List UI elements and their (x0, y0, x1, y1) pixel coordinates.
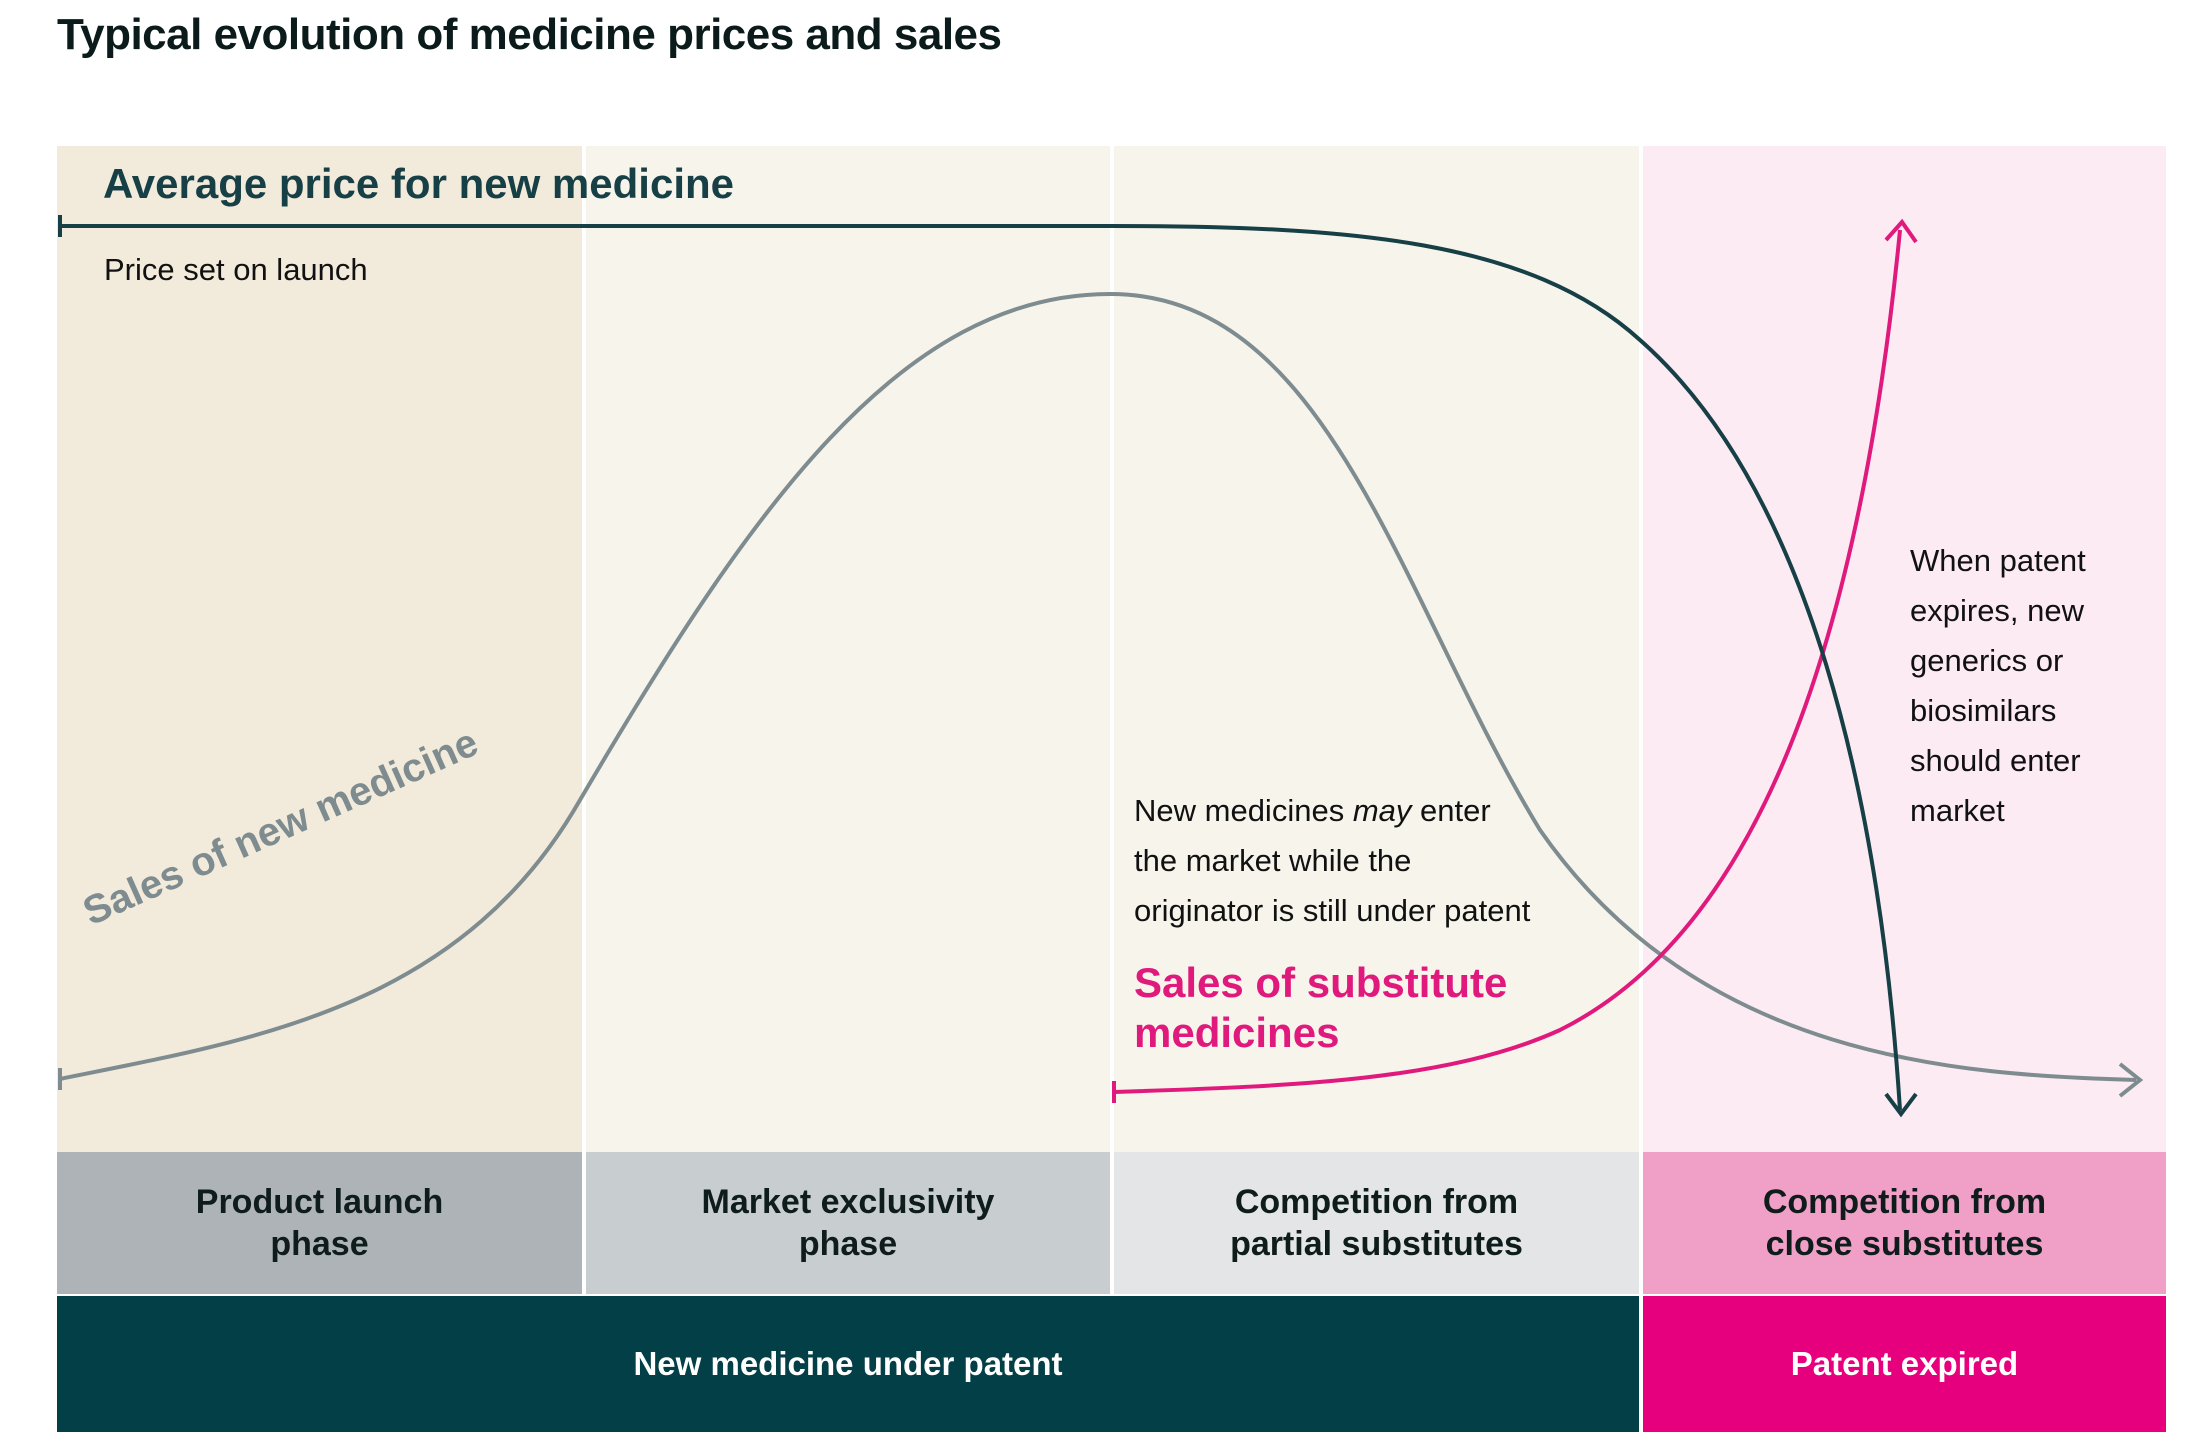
phase-label: Product launch phase (195, 1183, 444, 1263)
phase-market-exclusivity: Market exclusivity phase (586, 1152, 1110, 1294)
note-text: expires, new (1910, 593, 2085, 628)
note-text: originator is still under patent (1134, 893, 1531, 928)
patent-expires-note: When patent expires, new generics or bio… (1910, 536, 2086, 836)
phase-close-substitutes: Competition from close substitutes (1643, 1152, 2166, 1294)
patent-status-label: New medicine under patent (633, 1345, 1063, 1382)
sales-new-medicine-curve (59, 291, 2137, 1082)
note-text: biosimilars (1910, 693, 2057, 728)
note-text: New medicines (1134, 793, 1353, 828)
patent-status-expired: Patent expired (1643, 1296, 2166, 1432)
phase-product-launch: Product launch phase (57, 1152, 582, 1294)
panel-exclusivity-bg (586, 146, 1110, 1152)
phase-label: Market exclusivity phase (701, 1183, 995, 1263)
page-title: Typical evolution of medicine prices and… (57, 10, 1002, 59)
note-text: enter (1411, 793, 1491, 828)
substitute-sales-curve (1113, 229, 1902, 1094)
sales-curve-arrowhead (2118, 1062, 2144, 1098)
price-set-on-launch-label: Price set on launch (104, 252, 368, 287)
note-text: the market while the (1134, 843, 1412, 878)
patent-status-under-patent: New medicine under patent (57, 1296, 1639, 1432)
price-curve (60, 224, 1902, 1111)
phase-label: Competition from close substitutes (1762, 1183, 2047, 1263)
note-text: should enter (1910, 743, 2081, 778)
price-curve-arrowhead (1884, 1092, 1918, 1118)
note-emphasis: may (1352, 793, 1412, 828)
phase-label: Competition from partial substitutes (1230, 1183, 1523, 1263)
panel-launch-bg (57, 146, 582, 1152)
new-medicines-note: New medicines may enter the market while… (1134, 786, 1530, 936)
substitute-curve-arrowhead (1884, 218, 1918, 244)
note-text: generics or (1910, 643, 2064, 678)
panel-expired-bg (1643, 146, 2166, 1152)
phase-partial-substitutes: Competition from partial substitutes (1114, 1152, 1639, 1294)
patent-status-label: Patent expired (1790, 1345, 2019, 1382)
note-text: When patent (1910, 543, 2086, 578)
price-curve-label: Average price for new medicine (103, 160, 735, 207)
note-text: market (1910, 793, 2005, 828)
substitute-sales-label: Sales of substitute medicines (1134, 959, 1508, 1056)
